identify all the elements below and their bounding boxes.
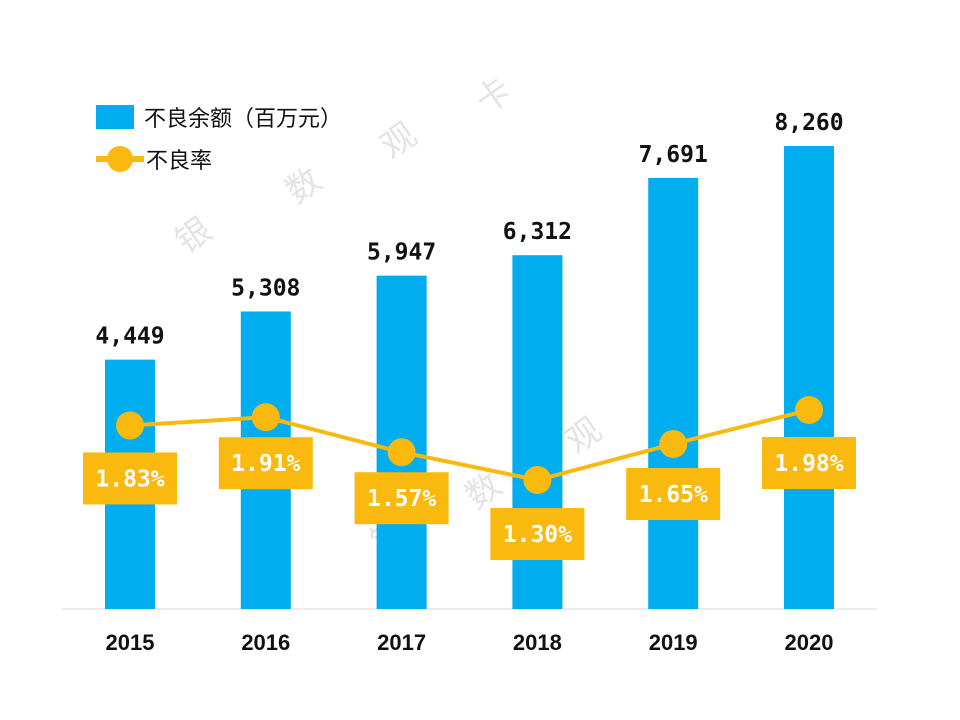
legend-swatch-line [96, 143, 144, 175]
x-tick-label: 2019 [649, 630, 698, 655]
legend: 不良余额（百万元） 不良率 [96, 96, 342, 180]
x-tick-label: 2017 [377, 630, 426, 655]
line-point [523, 466, 552, 495]
x-tick-label: 2020 [785, 630, 834, 655]
line-data-label: 1.65% [639, 482, 708, 508]
x-tick-label: 2015 [106, 630, 155, 655]
legend-item-line: 不良率 [96, 138, 342, 180]
bar-data-label: 4,449 [95, 324, 164, 350]
legend-label-bar: 不良余额（百万元） [144, 107, 343, 132]
line-data-label: 1.91% [231, 451, 300, 477]
x-tick-label: 2016 [241, 630, 290, 655]
bar-data-label: 6,312 [503, 219, 572, 245]
watermark-char: 观 [373, 115, 424, 167]
line-data-label: 1.98% [774, 451, 843, 477]
legend-item-bar: 不良余额（百万元） [96, 96, 342, 138]
bar-data-label: 5,947 [367, 240, 436, 266]
bar-data-label: 5,308 [231, 275, 300, 301]
line-label-box [626, 467, 721, 520]
line-label-box [354, 472, 449, 525]
line-series [129, 408, 810, 483]
line-data-label: 1.30% [503, 522, 572, 548]
line-label-box [218, 437, 313, 490]
line-point [251, 403, 280, 432]
line-data-label: 1.57% [367, 486, 436, 512]
line-label-box [490, 508, 585, 561]
watermark-char: 银 [168, 210, 219, 262]
bar [784, 146, 834, 609]
watermark-char: 卡 [468, 70, 519, 122]
line-label-box [83, 452, 177, 505]
line-point [795, 396, 823, 424]
bar-data-label: 8,260 [774, 110, 843, 136]
legend-swatch-bar [96, 105, 134, 129]
line-point [116, 411, 144, 440]
line-point [659, 429, 688, 458]
watermark-char: 观 [558, 410, 609, 462]
line-point [387, 438, 416, 467]
bar [648, 177, 699, 610]
x-tick-label: 2018 [513, 630, 562, 655]
line-label-box [762, 437, 856, 489]
legend-label-line: 不良率 [146, 149, 213, 174]
line-data-label: 1.83% [95, 466, 164, 492]
bar-data-label: 7,691 [639, 142, 708, 168]
